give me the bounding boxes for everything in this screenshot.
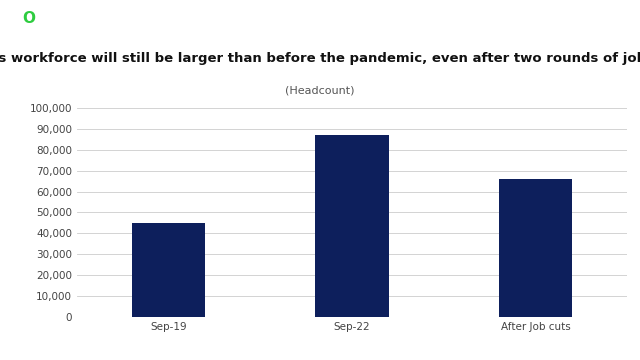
Bar bbox=[316, 135, 388, 317]
Text: .com: .com bbox=[68, 14, 94, 24]
Bar bbox=[132, 223, 205, 317]
Text: F: F bbox=[8, 12, 18, 26]
Bar bbox=[499, 179, 572, 317]
Text: Meta's workforce will still be larger than before the pandemic, even after two r: Meta's workforce will still be larger th… bbox=[0, 52, 640, 65]
Text: O: O bbox=[22, 12, 35, 26]
Text: (Headcount): (Headcount) bbox=[285, 85, 355, 95]
Text: REX: REX bbox=[36, 12, 70, 26]
